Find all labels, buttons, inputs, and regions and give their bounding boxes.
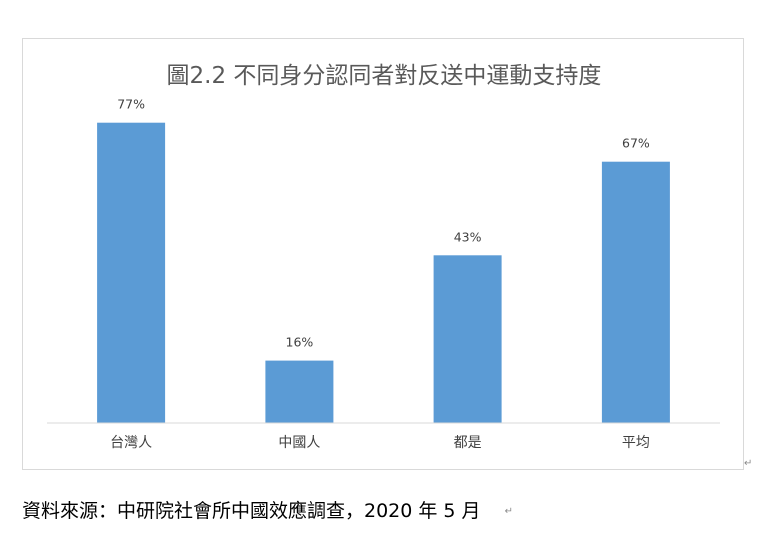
x-tick-label-average: 平均 <box>622 435 650 451</box>
x-tick-label-chinese: 中國人 <box>278 435 320 451</box>
bars-layer <box>97 122 670 423</box>
bar-chart: 圖2.2 不同身分認同者對反送中運動支持度 77% 台灣人 16% 中國人 43% 都是 6… <box>47 63 720 451</box>
data-label-both: 43% <box>454 229 482 244</box>
data-label-chinese: 16% <box>286 335 314 350</box>
source-text: 資料來源：中研院社會所中國效應調查，2020 年 5 月 <box>22 500 481 522</box>
source-paragraph-mark: ↵ <box>504 506 513 517</box>
x-tick-label-both: 都是 <box>454 435 482 451</box>
chart-frame: 圖2.2 不同身分認同者對反送中運動支持度 77% 台灣人 16% 中國人 43% 都是 6… <box>22 38 744 470</box>
bar-chinese <box>265 360 334 423</box>
bar-taiwanese <box>97 122 166 423</box>
labels-layer: 77% 台灣人 16% 中國人 43% 都是 67% 平均 <box>110 97 650 451</box>
source-note: 資料來源：中研院社會所中國效應調查，2020 年 5 月 ↵ <box>22 496 513 523</box>
frame-paragraph-mark: ↵ <box>744 458 753 469</box>
x-tick-label-taiwanese: 台灣人 <box>110 435 152 451</box>
bar-both <box>433 255 502 423</box>
chart-title: 圖2.2 不同身分認同者對反送中運動支持度 <box>167 63 602 89</box>
data-label-average: 67% <box>622 136 650 151</box>
data-label-taiwanese: 77% <box>117 97 145 112</box>
bar-average <box>601 161 670 423</box>
